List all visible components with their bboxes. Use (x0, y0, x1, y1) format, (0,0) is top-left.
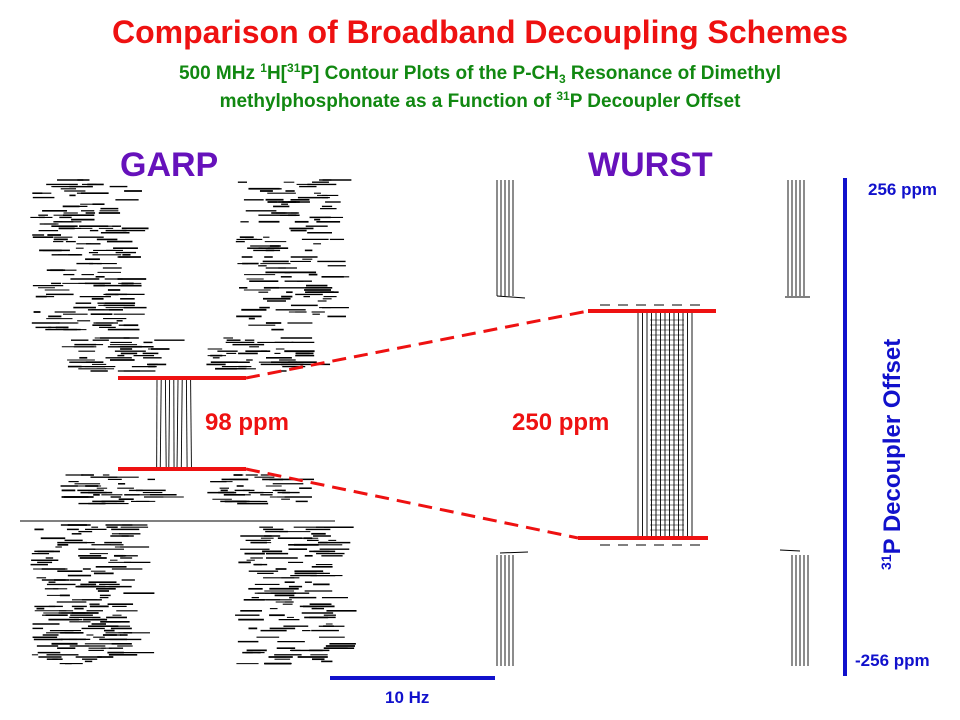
contour-stroke (499, 551, 529, 554)
contour-stroke (496, 295, 526, 299)
wurst-label: WURST (588, 146, 713, 184)
contour-stroke (190, 379, 192, 469)
contour-stroke (185, 379, 188, 469)
svg-text:31P Decoupler Offset: 31P Decoupler Offset (878, 339, 906, 570)
offset-top-label: 256 ppm (868, 180, 937, 199)
wurst-bandwidth-label: 250 ppm (512, 409, 610, 436)
offset-axis-title-text: P Decoupler Offset (879, 339, 906, 555)
garp-bandwidth-label: 98 ppm (205, 409, 290, 436)
contour-stroke (164, 379, 167, 469)
page-subtitle: 500 MHz 1H[31P] Contour Plots of the P-C… (60, 60, 900, 116)
scale-bar-label: 10 Hz (385, 688, 430, 707)
contour-stroke (159, 379, 162, 469)
offset-axis-title: 31P Decoupler Offset (878, 339, 906, 570)
offset-axis-title-sup: 31 (878, 554, 894, 570)
subtitle-line-1: 500 MHz 1H[31P] Contour Plots of the P-C… (178, 61, 782, 86)
wurst-contour-plot (496, 180, 810, 666)
upper-connector-dashed (245, 309, 589, 380)
garp-contour-plot (20, 179, 357, 665)
contour-stroke (176, 379, 179, 469)
garp-label: GARP (120, 146, 219, 184)
contour-stroke (180, 379, 183, 469)
lower-connector-dashed (245, 467, 579, 540)
contour-stroke (779, 549, 801, 552)
contour-stroke (168, 379, 171, 469)
subtitle-line-2: methylphosphonate as a Function of 31P D… (219, 89, 741, 112)
offset-bottom-label: -256 ppm (855, 651, 930, 670)
page-title: Comparison of Broadband Decoupling Schem… (111, 14, 849, 50)
